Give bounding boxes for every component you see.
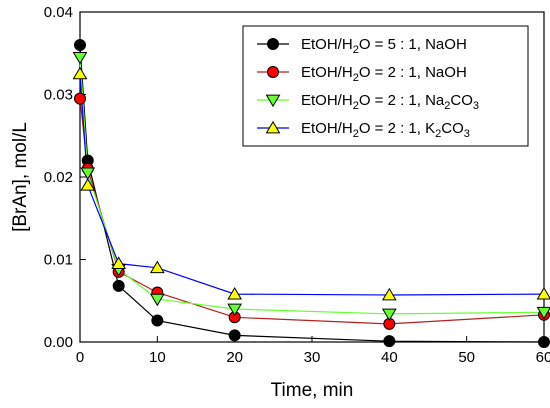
legend-label-2: EtOH/H2O = 2 : 1, NaOH [301,64,467,84]
data-point-series-1 [228,329,241,342]
y-tick-label: 0.04 [44,4,73,21]
legend-subscript: 3 [464,128,470,140]
x-tick-label: 60 [536,349,550,366]
legend-text-part: O = 2 : 1, Na [359,92,445,109]
x-tick-label: 10 [149,349,166,366]
x-tick-label: 50 [458,349,475,366]
data-point-series-4 [72,66,88,80]
data-point-series-4 [111,256,127,269]
data-point-series-3 [536,306,550,320]
legend-marker [265,120,281,134]
legend-subscript: 2 [444,100,450,112]
legend-text-part: O = 5 : 1, NaOH [359,36,467,53]
data-point-series-3 [149,293,165,307]
axis-ticks: 0 10 20 30 40 50 60 0.00 0.01 0.02 0.03 0.04 [44,4,550,366]
legend-subscript: 2 [353,72,359,84]
series-markers [72,39,550,348]
legend-text-part: EtOH/H [301,64,353,81]
legend-text-part: EtOH/H [301,120,353,137]
x-tick-label: 30 [304,349,321,366]
legend-box [242,25,529,147]
data-point-series-1 [538,336,550,348]
y-tick-label: 0.00 [44,334,73,351]
y-tick-label: 0.01 [44,252,73,269]
data-point-series-3 [227,303,243,317]
legend-subscript: 2 [353,128,359,140]
data-point-series-4 [381,287,397,301]
legend-marker [267,38,279,50]
legend-subscript: 2 [435,128,441,140]
x-axis-title: Time, min [271,380,354,401]
legend-text-part: CO [450,92,473,109]
y-tick-label: 0.02 [44,169,73,186]
x-tick-label: 40 [381,349,398,366]
legend-label-3: EtOH/H2O = 2 : 1, Na2CO3 [301,92,479,112]
x-tick-label: 0 [76,349,84,366]
data-point-series-1 [112,279,125,292]
data-point-series-4 [80,178,96,191]
legend-text-part: O = 2 : 1, K [359,120,435,137]
data-point-series-3 [72,52,88,65]
legend-subscript: 2 [353,44,359,56]
data-point-series-3 [381,308,397,322]
legend-text-part: CO [441,120,464,137]
legend-text-part: O = 2 : 1, NaOH [359,64,467,81]
legend-marker [265,94,281,108]
data-point-series-1 [151,314,164,327]
data-point-series-1 [383,335,396,348]
legend-subscript: 2 [353,100,359,112]
y-tick-label: 0.03 [44,87,73,104]
legend-label-4: EtOH/H2O = 2 : 1, K2CO3 [301,120,470,140]
data-point-series-4 [149,260,165,274]
legend-subscript: 3 [473,100,479,112]
data-point-series-2 [74,92,86,105]
y-axis-title: [BrAn], mol/L [10,122,31,232]
x-tick-label: 20 [226,349,243,366]
legend-marker [267,66,279,78]
data-point-series-4 [536,286,550,300]
data-point-series-1 [74,39,86,51]
data-point-series-4 [227,286,243,300]
data-point-series-3 [80,167,96,181]
legend-text-part: EtOH/H [301,36,353,53]
legend-label-1: EtOH/H2O = 5 : 1, NaOH [301,36,467,56]
legend-text-part: EtOH/H [301,92,353,109]
